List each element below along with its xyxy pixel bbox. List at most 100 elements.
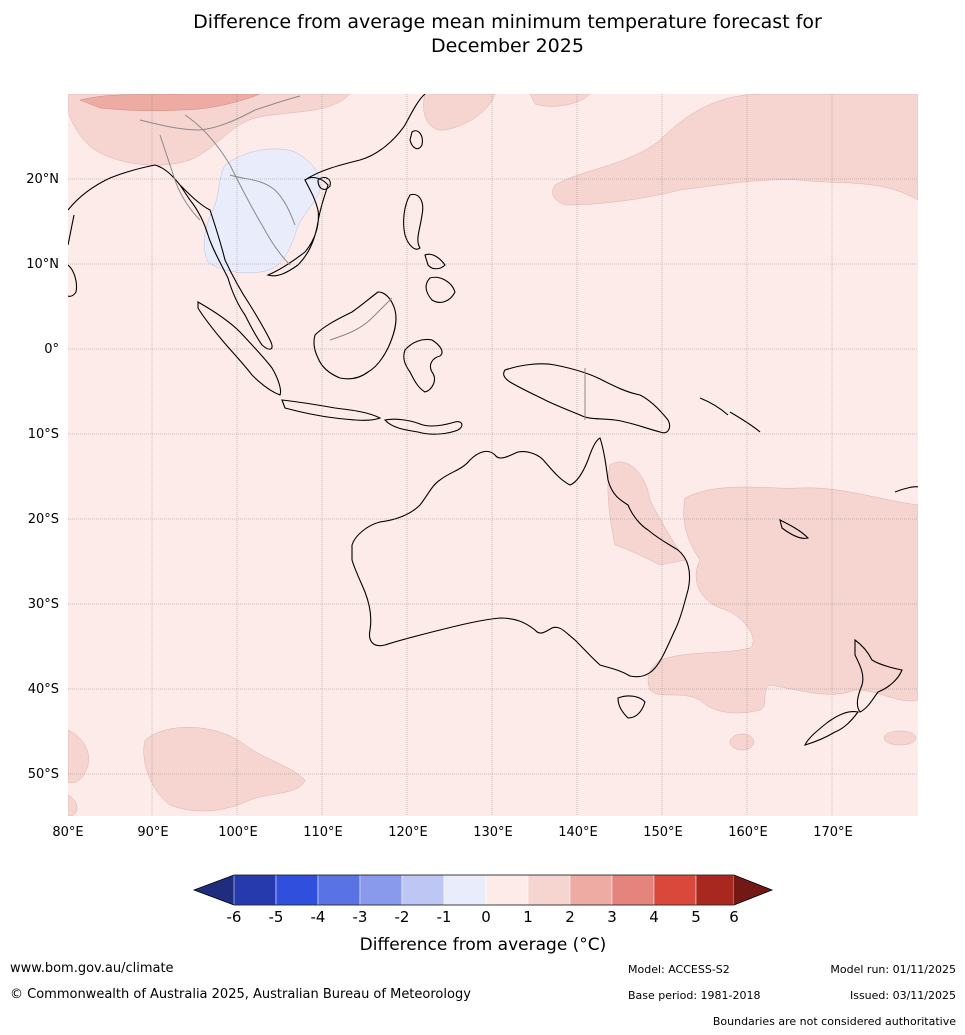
lat-label: 30°S xyxy=(28,597,59,612)
coast-solomons xyxy=(699,397,761,433)
country-borders xyxy=(139,95,586,420)
copyright-notice: © Commonwealth of Australia 2025, Austra… xyxy=(10,987,471,1002)
map-background xyxy=(68,94,918,816)
coast-visayas xyxy=(424,253,446,270)
colorbar-swatch xyxy=(233,874,277,906)
anomaly-region-northeast-pacific xyxy=(552,94,918,206)
lat-label: 40°S xyxy=(28,682,59,697)
coast-nz-north xyxy=(854,638,903,713)
colorbar-swatch xyxy=(401,874,445,906)
title-line-2: December 2025 xyxy=(431,35,584,57)
colorbar-swatch xyxy=(695,874,735,906)
lon-label: 100°E xyxy=(218,825,258,840)
anomaly-region-china xyxy=(68,94,351,166)
base-period: Base period: 1981-2018 xyxy=(628,989,761,1002)
coastlines xyxy=(68,94,918,746)
colorbar-tick-label: -2 xyxy=(395,908,410,926)
colorbar-swatch xyxy=(611,874,655,906)
coast-bay-of-bengal xyxy=(68,164,181,211)
colorbar-swatch xyxy=(569,874,613,906)
lon-label: 170°E xyxy=(813,825,853,840)
colorbar-swatch xyxy=(359,874,403,906)
lon-label: 80°E xyxy=(52,825,83,840)
colorbar-swatch xyxy=(275,874,319,906)
colorbar-tick-label: 6 xyxy=(729,908,739,926)
model-name: Model: ACCESS-S2 xyxy=(628,963,730,976)
anomaly-region-east-australia xyxy=(607,461,686,566)
anomaly-region-small-tasman xyxy=(729,733,755,751)
lat-label: 10°S xyxy=(28,427,59,442)
colorbar-swatch xyxy=(317,874,361,906)
colorbar-tick-label: -3 xyxy=(353,908,368,926)
coast-borneo xyxy=(313,291,397,380)
coast-sri-lanka xyxy=(68,264,78,297)
website-link[interactable]: www.bom.gov.au/climate xyxy=(10,961,174,976)
colorbar-tick-label: -6 xyxy=(227,908,242,926)
coast-mindanao xyxy=(425,276,456,303)
border-myanmar xyxy=(159,134,201,221)
anomaly-region-north-pacific-small-2 xyxy=(529,94,591,107)
coast-australia xyxy=(351,437,691,678)
lat-label: 20°S xyxy=(28,512,59,527)
colorbar-tick-label: 0 xyxy=(481,908,491,926)
colorbar-max-arrow xyxy=(734,875,772,905)
colorbar-tick-label: 2 xyxy=(565,908,575,926)
colorbar-swatch xyxy=(485,874,529,906)
anomaly-region-small-sw-2 xyxy=(68,794,78,816)
coast-fiji xyxy=(894,486,918,493)
anomaly-region-southern-ocean xyxy=(143,727,306,812)
anomaly-region-small-nz-east xyxy=(883,730,917,746)
colorbar-outline xyxy=(192,874,774,906)
issued-date: Issued: 03/11/2025 xyxy=(849,989,956,1002)
coast-new-guinea xyxy=(503,363,671,434)
model-run-date: Model run: 01/11/2025 xyxy=(830,963,956,976)
coast-nz-south xyxy=(804,711,859,746)
lon-label: 120°E xyxy=(388,825,428,840)
colorbar-tick-label: -1 xyxy=(437,908,452,926)
colorbar-swatch xyxy=(653,874,697,906)
longitude-labels: 80°E 90°E 100°E 110°E 120°E 130°E 140°E … xyxy=(52,825,852,840)
coast-new-caledonia xyxy=(779,518,810,539)
lat-label: 50°S xyxy=(28,767,59,782)
border-indochina-1 xyxy=(184,114,291,266)
coast-taiwan xyxy=(409,130,423,150)
coast-south-china xyxy=(304,94,426,181)
colorbar-swatch xyxy=(527,874,571,906)
latitude-labels: 20°N 10°N 0° 10°S 20°S 30°S 40°S 50°S xyxy=(26,172,59,782)
boundaries-disclaimer: Boundaries are not considered authoritat… xyxy=(712,1015,956,1028)
colorbar: -6 -5 -4 -3 -2 -1 0 1 2 3 4 5 6 Differen… xyxy=(192,874,774,955)
anomaly-region-north-pacific-small xyxy=(423,94,496,131)
lon-label: 130°E xyxy=(473,825,513,840)
anomaly-region-indochina-cool xyxy=(203,148,321,274)
lon-label: 160°E xyxy=(728,825,768,840)
border-borneo xyxy=(329,297,393,341)
map-content xyxy=(68,94,918,816)
coast-india xyxy=(68,214,75,246)
coast-hainan xyxy=(317,177,331,190)
lon-label: 140°E xyxy=(558,825,598,840)
map-title: Difference from average mean minimum tem… xyxy=(0,10,965,58)
lat-label: 0° xyxy=(44,342,59,357)
lat-label: 20°N xyxy=(26,172,59,187)
anomaly-region-tasman-pacific xyxy=(647,486,918,714)
coast-luzon xyxy=(403,193,424,250)
coast-sulawesi xyxy=(403,338,443,393)
colorbar-label: Difference from average (°C) xyxy=(360,935,607,955)
coast-sumatra xyxy=(197,301,282,396)
coast-vietnam xyxy=(266,176,329,277)
colorbar-tick-label: -5 xyxy=(269,908,284,926)
coast-lesser-sunda xyxy=(383,418,463,435)
colorbar-tick-label: 3 xyxy=(607,908,617,926)
colorbar-tick-label: -4 xyxy=(311,908,326,926)
colorbar-tick-label: 4 xyxy=(649,908,659,926)
colorbar-tick-label: 5 xyxy=(691,908,701,926)
coast-java xyxy=(281,399,382,421)
anomaly-region-himalaya-hot xyxy=(79,94,261,112)
title-line-1: Difference from average mean minimum tem… xyxy=(193,11,822,33)
colorbar-tick-label: 1 xyxy=(523,908,533,926)
lon-label: 150°E xyxy=(643,825,683,840)
border-china xyxy=(139,95,301,131)
lon-label: 90°E xyxy=(137,825,168,840)
colorbar-min-arrow xyxy=(194,875,234,905)
